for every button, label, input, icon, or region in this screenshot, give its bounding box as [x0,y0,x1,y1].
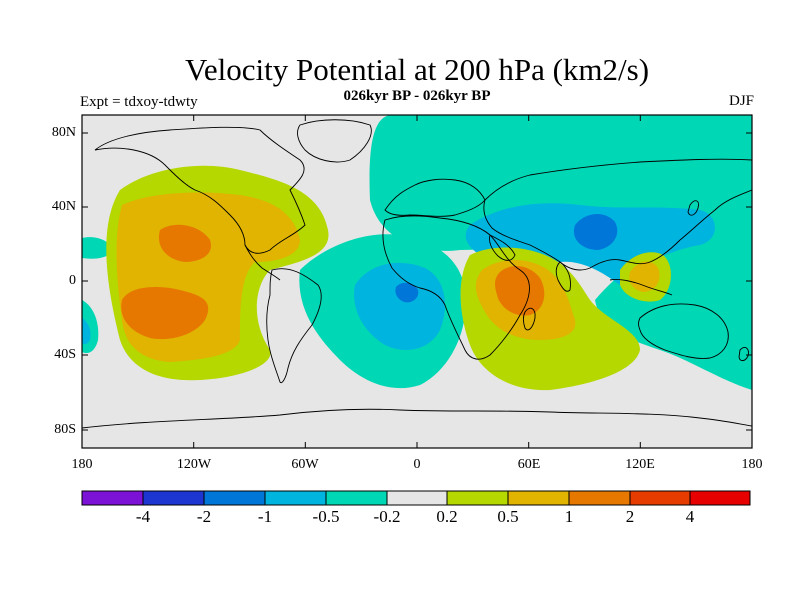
contour-neg-atlantic-core [395,282,419,303]
lon-label-120w: 120W [176,457,212,472]
coast-central-america [244,244,281,281]
lon-label-0: 0 [413,457,421,472]
contour-fields [82,115,752,448]
contour-neg-atlantic-inner [354,262,445,350]
chart-subtitle: 026kyr BP - 026kyr BP [343,88,491,104]
colorbar-box-7 [507,490,570,506]
colorbar-label-9: 4 [685,507,695,526]
chart-title: Velocity Potential at 200 hPa (km2/s) [184,52,650,87]
colorbar-box-8 [568,490,631,506]
colorbar-box-0 [81,490,144,506]
coast-indonesia [609,279,673,296]
colorbar-box-5 [386,490,448,506]
lat-label-80n: 80N [51,125,76,140]
lat-label-40n: 40N [51,199,76,214]
lat-label-40s: 40S [54,347,76,362]
coast-madagascar [523,307,536,331]
colorbar-label-6: 0.5 [497,507,519,526]
colorbar-box-4 [325,490,388,506]
colorbar-label-3: -0.5 [312,507,340,526]
coast-japan [687,200,699,216]
contour-pos-americas-core-north [158,224,211,262]
colorbar-label-4: -0.2 [373,507,401,526]
coast-new-zealand [738,347,749,362]
colorbar-box-9 [629,490,691,506]
coast-asia [483,158,752,271]
coast-australia [638,303,729,359]
coastlines [82,119,752,429]
coast-greenland [297,119,372,163]
coast-arabia [489,234,516,261]
colorbar-label-8: 2 [625,507,635,526]
colorbar-box-10 [689,490,751,506]
contour-neg-pacific-east [82,237,112,259]
colorbar-label-7: 1 [564,507,574,526]
colorbar-box-6 [446,490,509,506]
colorbar-box-3 [264,490,327,506]
colorbar-label-0: -4 [135,507,151,526]
colorbar-label-2: -1 [257,507,273,526]
map-ticks [82,115,752,448]
lon-label-180w: 180 [71,457,93,472]
lon-label-120e: 120E [625,457,655,472]
colorbar-box-1 [142,490,205,506]
lon-label-180e: 180 [741,457,763,472]
contour-neg-asia-core [573,214,618,250]
experiment-label: Expt = tdxoy-tdwty [80,94,198,110]
contour-pos-americas-core-south [121,287,209,340]
coast-africa [382,215,530,360]
coast-south-america [266,268,322,384]
colorbar-label-1: -2 [196,507,212,526]
contour-pos-maritime-inner [629,261,660,292]
lat-label-80s: 80S [54,422,76,437]
lat-label-0: 0 [69,273,76,288]
colorbar-box-2 [203,490,266,506]
contour-neg-west-edge-inner [82,318,91,345]
coast-north-america [94,126,306,254]
colorbar-label-5: 0.2 [436,507,458,526]
season-label: DJF [728,93,754,109]
lon-label-60w: 60W [291,457,319,472]
colorbar [81,490,751,506]
coast-antarctica [82,408,752,429]
lon-label-60e: 60E [517,457,541,472]
coast-india [555,261,571,292]
contour-pos-africa-core [495,266,545,316]
